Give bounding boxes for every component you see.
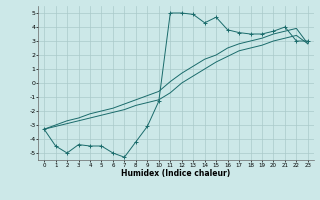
- X-axis label: Humidex (Indice chaleur): Humidex (Indice chaleur): [121, 169, 231, 178]
